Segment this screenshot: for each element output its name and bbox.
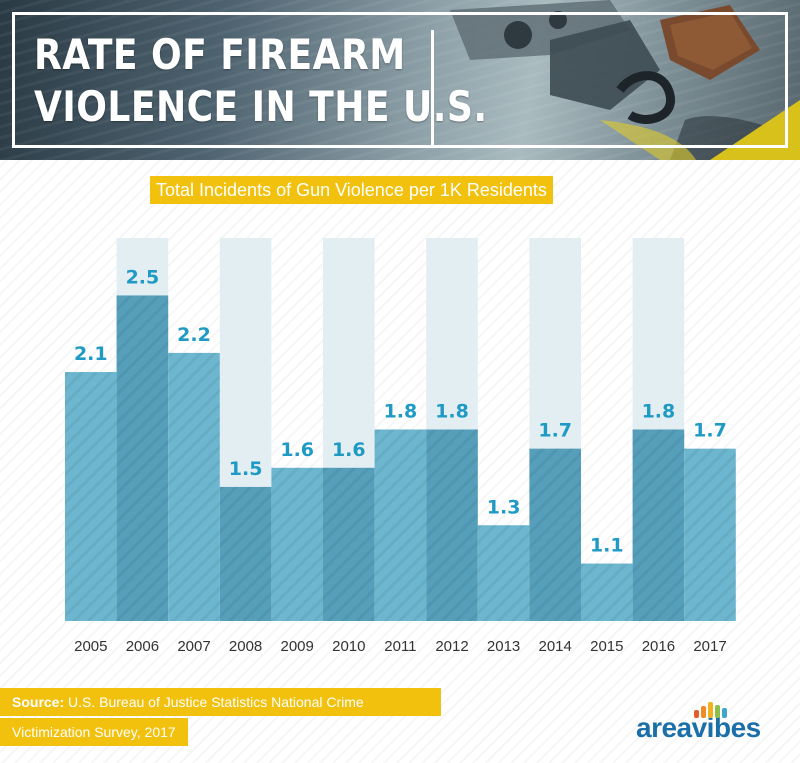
source-line-1: Source: U.S. Bureau of Justice Statistic… [0,688,441,716]
value-label-2016: 1.8 [642,401,676,423]
areavibes-logo: areavibes [636,702,781,746]
value-label-2008: 1.5 [229,458,263,480]
page-title-line-2: VIOLENCE IN THE U.S. [34,82,488,131]
bar-texture-2010 [323,467,375,621]
chart-title: Total Incidents of Gun Violence per 1K R… [150,176,553,204]
value-label-2005: 2.1 [74,343,108,365]
x-tick-2017: 2017 [693,638,726,655]
page-title-line-1: RATE OF FIREARM [34,30,406,79]
bar-texture-2011 [374,429,427,621]
bar-chart: 2.12.52.21.51.6 1.61.8 1.81.31.71.11.81.7 … [65,238,736,655]
value-label-2015: 1.1 [590,535,624,557]
x-tick-2009: 2009 [281,638,314,655]
bar-texture-2007 [168,352,220,621]
source-note: Source: U.S. Bureau of Justice Statistic… [0,688,441,746]
value-label-2013: 1.3 [487,496,521,518]
x-tick-2016: 2016 [642,638,675,655]
x-tick-2013: 2013 [487,638,520,655]
bar-texture-2008 [219,486,272,621]
header-banner: RATE OF FIREARM VIOLENCE IN THE U.S. [0,0,800,160]
bar-texture-2012 [426,429,478,621]
source-text-1: U.S. Bureau of Justice Statistics Nation… [68,694,364,710]
value-labels: 2.1 2.5 2.2 1.5 1.6 1.6 1.8 1.8 1.3 1.7 1.1 1.8 1.7 [74,266,727,556]
x-tick-2010: 2010 [332,638,365,655]
value-label-2009: 1.6 [280,439,314,461]
bar-texture-2014 [529,448,581,621]
bar-texture-2009 [271,467,323,621]
value-label-2017: 1.7 [693,420,727,442]
value-label-2010: 1.6 [332,439,366,461]
title-divider [431,30,434,148]
logo-bars-icon [694,702,727,718]
bars [65,295,736,621]
bar-texture-2017 [684,448,736,621]
source-line-2: Victimization Survey, 2017 [0,718,188,746]
bar-texture-2006 [116,295,169,621]
bar-texture-2015 [581,563,633,621]
x-tick-2011: 2011 [384,638,416,655]
x-tick-2014: 2014 [539,638,572,655]
x-tick-2007: 2007 [177,638,210,655]
x-tick-2006: 2006 [126,638,159,655]
value-label-2014: 1.7 [538,420,572,442]
x-tick-2012: 2012 [435,638,468,655]
x-tick-2005: 2005 [74,638,107,655]
value-label-2007: 2.2 [177,324,211,346]
value-label-2011: 1.8 [384,401,418,423]
bar-texture-2005 [65,372,117,621]
header-frame [12,12,788,148]
value-label-2012: 1.8 [435,401,469,423]
bar-texture-2013 [477,525,530,621]
x-tick-2008: 2008 [229,638,262,655]
bar-texture-2016 [632,429,685,621]
value-label-2006: 2.5 [126,266,160,288]
x-axis-tick-labels: 2005 2006 2007 2008 2009 2010 2011 2012 2013 2014… [74,638,727,655]
source-label: Source: [12,694,65,710]
x-tick-2015: 2015 [590,638,623,655]
